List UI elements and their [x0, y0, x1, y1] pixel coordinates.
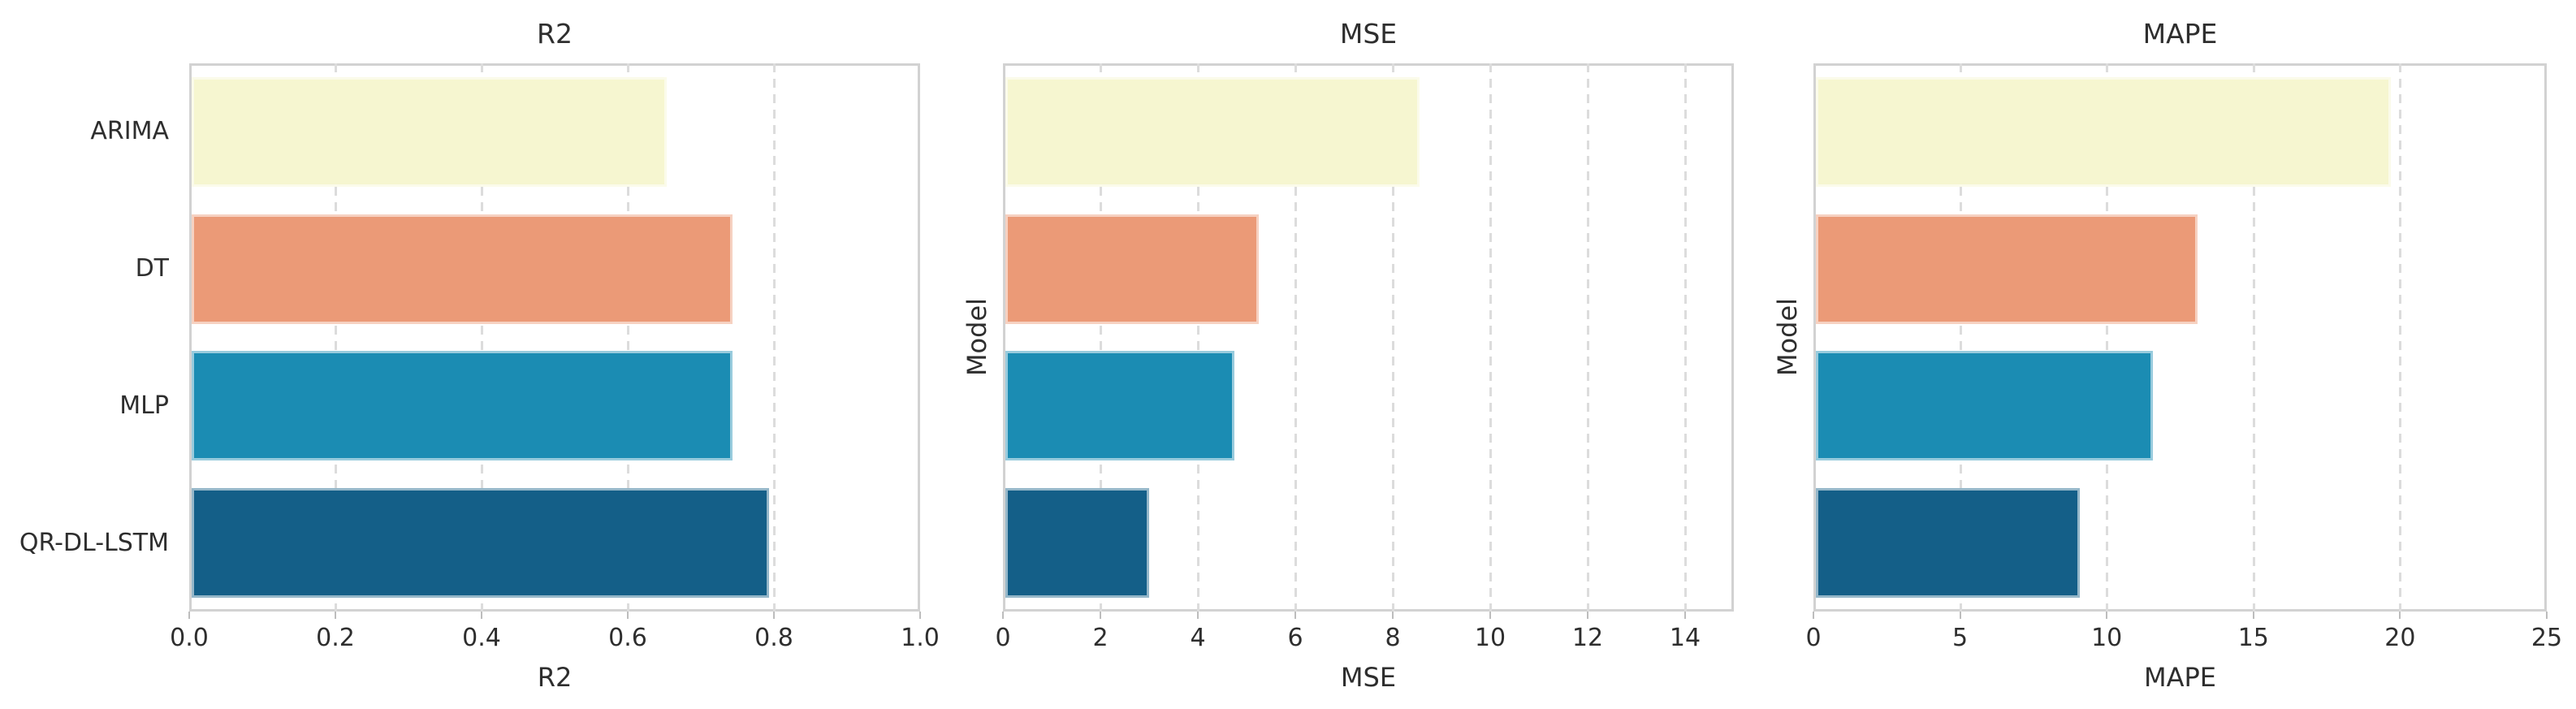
x-gridline: [1392, 63, 1394, 612]
x-tick-label: 10: [2091, 624, 2123, 652]
x-tick-label: 4: [1190, 624, 1206, 652]
x-gridline: [773, 63, 776, 612]
bar-mlp-r2: [192, 351, 733, 461]
x-tick-mark: [1100, 612, 1101, 619]
bar-dt-r2: [192, 214, 733, 324]
x-gridline: [1197, 63, 1199, 612]
x-gridline: [481, 63, 483, 612]
x-tick-mark: [1197, 612, 1199, 619]
x-gridline: [1684, 63, 1687, 612]
panel-mse: MSE Model MSE 0 2 4 6 8 10 12 14: [962, 0, 1734, 709]
x-tick-label: 0: [995, 624, 1011, 652]
x-tick-label: 0.0: [170, 624, 209, 652]
x-tick-mark: [1587, 612, 1588, 619]
x-tick-label: 15: [2237, 624, 2269, 652]
x-gridline: [1489, 63, 1492, 612]
panel-r2-xaxis-label: R2: [537, 662, 573, 693]
x-gridline: [1294, 63, 1297, 612]
x-tick-mark: [773, 612, 775, 619]
bar-mlp-mape: [1816, 351, 2154, 461]
bar-dt-mape: [1816, 214, 2198, 324]
x-gridline: [1587, 63, 1589, 612]
x-tick-label: 0.8: [754, 624, 793, 652]
x-tick-mark: [1684, 612, 1686, 619]
x-tick-label: 0: [1805, 624, 1822, 652]
x-tick-label: 0.2: [316, 624, 355, 652]
x-tick-label: 14: [1669, 624, 1701, 652]
x-tick-label: 10: [1474, 624, 1506, 652]
x-gridline: [2399, 63, 2402, 612]
y-tick-label-arima: ARIMA: [90, 117, 169, 146]
bar-dt-mse: [1005, 214, 1259, 324]
panel-mse-xaxis-label: MSE: [1340, 662, 1397, 693]
panel-mape-title: MAPE: [2142, 18, 2218, 50]
x-tick-label: 1.0: [901, 624, 940, 652]
panel-mape: MAPE Model MAPE 0 5 10 15 20 25: [1772, 0, 2562, 709]
x-tick-mark: [1489, 612, 1491, 619]
x-tick-mark: [1959, 612, 1961, 619]
panel-r2: R2 R2 0.0 0.2 0.4 0.6 0.8 1.0 ARIMA DT MLP QR-DL-…: [19, 0, 940, 709]
x-tick-mark: [627, 612, 629, 619]
bar-arima-mape: [1816, 76, 2391, 187]
x-gridline: [1959, 63, 1962, 612]
x-tick-mark: [188, 612, 190, 619]
x-tick-label: 6: [1287, 624, 1303, 652]
x-gridline: [1100, 63, 1102, 612]
y-tick-label-mlp: MLP: [119, 391, 169, 420]
bar-arima-r2: [192, 76, 667, 187]
bar-mlp-mse: [1005, 351, 1234, 461]
x-tick-label: 2: [1092, 624, 1109, 652]
x-tick-mark: [2106, 612, 2108, 619]
x-tick-label: 0.6: [608, 624, 647, 652]
x-gridline: [627, 63, 629, 612]
x-tick-mark: [1294, 612, 1296, 619]
x-tick-label: 5: [1952, 624, 1969, 652]
x-tick-mark: [1813, 612, 1814, 619]
x-tick-label: 20: [2384, 624, 2416, 652]
x-tick-mark: [335, 612, 336, 619]
bar-qr-dl-lstm-r2: [192, 488, 769, 599]
y-tick-label-dt: DT: [135, 254, 169, 283]
panel-r2-title: R2: [537, 18, 573, 50]
panel-mse-yaxis-label: Model: [962, 297, 992, 377]
x-tick-label: 8: [1385, 624, 1401, 652]
y-tick-label-qr-dl-lstm: QR-DL-LSTM: [19, 528, 169, 557]
x-gridline: [2106, 63, 2109, 612]
x-gridline: [2252, 63, 2255, 612]
panel-mse-title: MSE: [1339, 18, 1398, 50]
bar-qr-dl-lstm-mape: [1816, 488, 2081, 599]
x-tick-label: 12: [1571, 624, 1604, 652]
x-tick-mark: [481, 612, 482, 619]
x-tick-label: 0.4: [462, 624, 501, 652]
bar-arima-mse: [1005, 76, 1420, 187]
panel-mape-yaxis-label: Model: [1772, 297, 1803, 377]
x-tick-mark: [919, 612, 921, 619]
x-tick-mark: [1392, 612, 1394, 619]
x-tick-mark: [2399, 612, 2401, 619]
x-tick-mark: [2252, 612, 2254, 619]
x-gridline: [335, 63, 337, 612]
x-tick-mark: [1002, 612, 1004, 619]
bar-qr-dl-lstm-mse: [1005, 488, 1149, 599]
panel-mape-xaxis-label: MAPE: [2143, 662, 2216, 693]
x-tick-mark: [2546, 612, 2548, 619]
x-tick-label: 25: [2531, 624, 2563, 652]
